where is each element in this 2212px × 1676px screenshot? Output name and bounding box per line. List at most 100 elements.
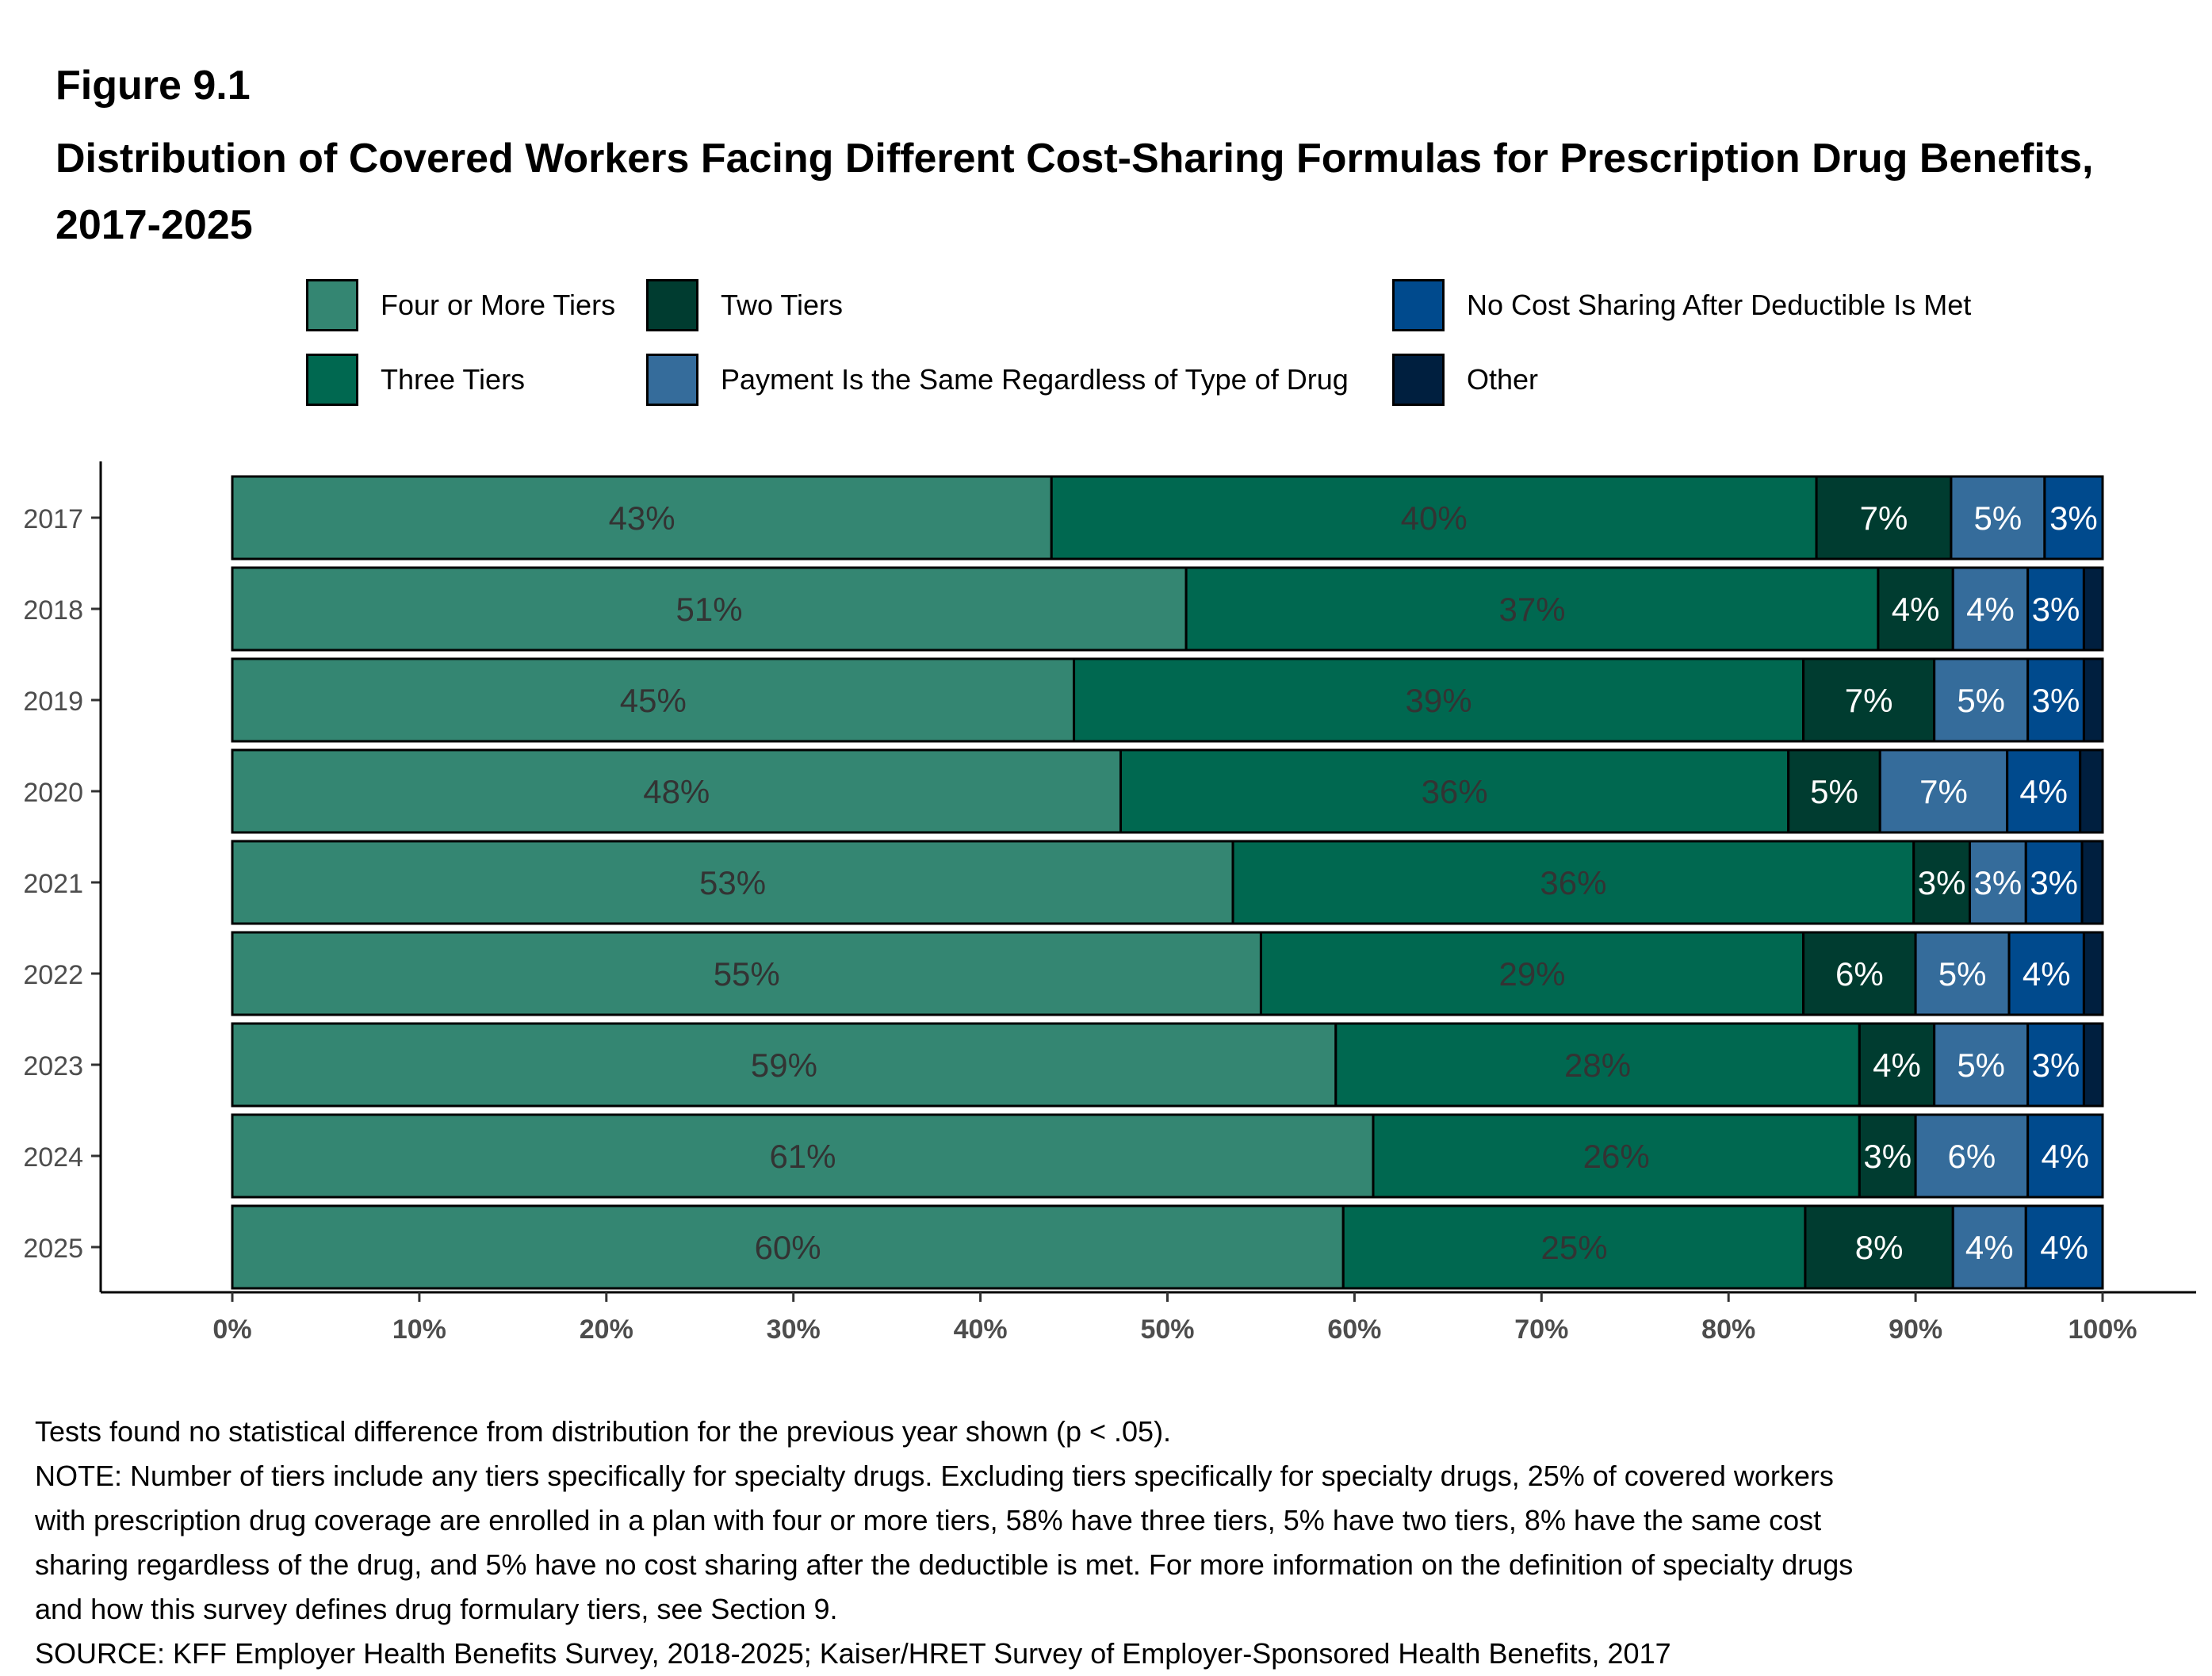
- bar-segment: [1950, 475, 2046, 561]
- data-label: 40%: [1401, 499, 1468, 537]
- note-line: with prescription drug coverage are enro…: [35, 1504, 1822, 1536]
- x-tick-label: 30%: [767, 1314, 821, 1345]
- data-label: 4%: [2041, 1138, 2089, 1175]
- data-label: 48%: [643, 773, 710, 810]
- stacked-bar-chart: 43% 40% 7% 5% 3% 2017 51% 37% 4% 4% 3% 2018 45% 39% 7%…: [23, 461, 2196, 1345]
- bar-segment: [231, 475, 1053, 561]
- bar-segment: [2024, 1204, 2104, 1290]
- data-label: 29%: [1498, 955, 1565, 993]
- bar-segment: [1802, 657, 1936, 743]
- bar-segment: [1951, 1204, 2027, 1290]
- data-label: 3%: [2049, 499, 2098, 537]
- data-label: 5%: [1957, 1047, 2005, 1084]
- bar-segment: [231, 748, 1123, 834]
- bar-segment: [1914, 1113, 2030, 1199]
- data-label: 4%: [1873, 1047, 1921, 1084]
- x-tick-label: 60%: [1327, 1314, 1381, 1345]
- x-tick-label: 20%: [580, 1314, 633, 1345]
- bar-segment: [1914, 931, 2011, 1016]
- bar-row-2021: 53% 36% 3% 3% 3%: [231, 840, 2104, 925]
- footnotes: Tests found no statistical difference fr…: [35, 1410, 2191, 1676]
- data-label: 5%: [1974, 499, 2023, 537]
- bar-segment: [1804, 1204, 1954, 1290]
- bar-segment: [1787, 748, 1881, 834]
- data-label: 25%: [1541, 1229, 1608, 1266]
- data-label: 28%: [1564, 1047, 1631, 1084]
- bar-row-2025: 60% 25% 8% 4% 4%: [231, 1204, 2104, 1290]
- x-tick-label: 100%: [2068, 1314, 2137, 1345]
- note-line: Tests found no statistical difference fr…: [35, 1415, 1172, 1448]
- bar-segment: [231, 566, 1188, 652]
- data-label: 3%: [2030, 864, 2078, 901]
- data-label: 26%: [1583, 1138, 1650, 1175]
- bar-segment: [2082, 657, 2104, 743]
- bar-segment: [1119, 748, 1790, 834]
- bar-segment: [2007, 931, 2085, 1016]
- x-tick-label: 10%: [392, 1314, 446, 1345]
- y-tick-label: 2021: [23, 869, 83, 899]
- bar-segment: [2082, 931, 2104, 1016]
- bar-segment: [1912, 840, 1972, 925]
- bar-segment: [231, 1113, 1375, 1199]
- bar-segment: [2043, 475, 2104, 561]
- bar-row-2017: 43% 40% 7% 5% 3%: [231, 475, 2104, 561]
- bar-segment: [231, 1204, 1345, 1290]
- data-label: 3%: [1918, 864, 1966, 901]
- bar-row-2018: 51% 37% 4% 4% 3%: [231, 566, 2104, 652]
- note-line: and how this survey defines drug formula…: [35, 1593, 838, 1625]
- y-tick-label: 2023: [23, 1051, 83, 1081]
- bar-segment: [2026, 1113, 2104, 1199]
- bar-segment: [1802, 931, 1917, 1016]
- data-label: 4%: [1966, 591, 2015, 628]
- data-label: 7%: [1919, 773, 1968, 810]
- note-line: sharing regardless of the drug, and 5% h…: [35, 1548, 1854, 1581]
- bar-segment: [1231, 840, 1915, 925]
- data-label: 6%: [1948, 1138, 1996, 1175]
- data-label: 36%: [1540, 864, 1606, 901]
- bar-segment: [1073, 657, 1805, 743]
- data-label: 61%: [769, 1138, 836, 1175]
- bar-segment: [1877, 566, 1954, 652]
- data-label: 39%: [1406, 682, 1472, 719]
- chart-title: Distribution of Covered Workers Facing D…: [55, 136, 2094, 248]
- bar-segment: [231, 1022, 1338, 1108]
- bar-segment: [1969, 840, 2027, 925]
- data-label: 5%: [1957, 682, 2005, 719]
- bar-segment: [231, 931, 1262, 1016]
- bar-segment: [2082, 566, 2104, 652]
- data-label: 7%: [1845, 682, 1893, 719]
- data-label: 4%: [2023, 955, 2071, 993]
- data-label: 3%: [2032, 682, 2080, 719]
- data-label: 3%: [1863, 1138, 1912, 1175]
- bar-segment: [2079, 748, 2104, 834]
- x-tick-label: 90%: [1889, 1314, 1942, 1345]
- note-line: SOURCE: KFF Employer Health Benefits Sur…: [35, 1637, 1671, 1670]
- data-label: 3%: [2032, 1047, 2080, 1084]
- y-tick-label: 2019: [23, 687, 83, 717]
- bar-segment: [1951, 566, 2030, 652]
- y-tick-label: 2020: [23, 778, 83, 808]
- bar-segment: [2026, 566, 2085, 652]
- data-label: 5%: [1810, 773, 1858, 810]
- data-label: 45%: [620, 682, 687, 719]
- data-label: 3%: [1974, 864, 2023, 901]
- data-label: 3%: [2032, 591, 2080, 628]
- data-label: 59%: [751, 1047, 817, 1084]
- bar-row-2024: 61% 26% 3% 6% 4%: [231, 1113, 2104, 1199]
- data-label: 36%: [1422, 773, 1488, 810]
- y-tick-label: 2022: [23, 960, 83, 990]
- x-tick-label: 40%: [954, 1314, 1008, 1345]
- bar-segment: [231, 657, 1076, 743]
- x-tick-label: 70%: [1514, 1314, 1568, 1345]
- data-label: 51%: [676, 591, 743, 628]
- data-label: 37%: [1498, 591, 1565, 628]
- note-line: NOTE: Number of tiers include any tiers …: [35, 1460, 1834, 1492]
- bar-row-2022: 55% 29% 6% 5% 4%: [231, 931, 2104, 1016]
- data-label: 60%: [755, 1229, 821, 1266]
- bar-segment: [1815, 475, 1953, 561]
- bar-segment: [1858, 1022, 1936, 1108]
- x-tick-label: 80%: [1701, 1314, 1755, 1345]
- y-tick-label: 2024: [23, 1142, 83, 1173]
- y-tick-label: 2017: [23, 504, 83, 534]
- bar-segment: [1933, 657, 2030, 743]
